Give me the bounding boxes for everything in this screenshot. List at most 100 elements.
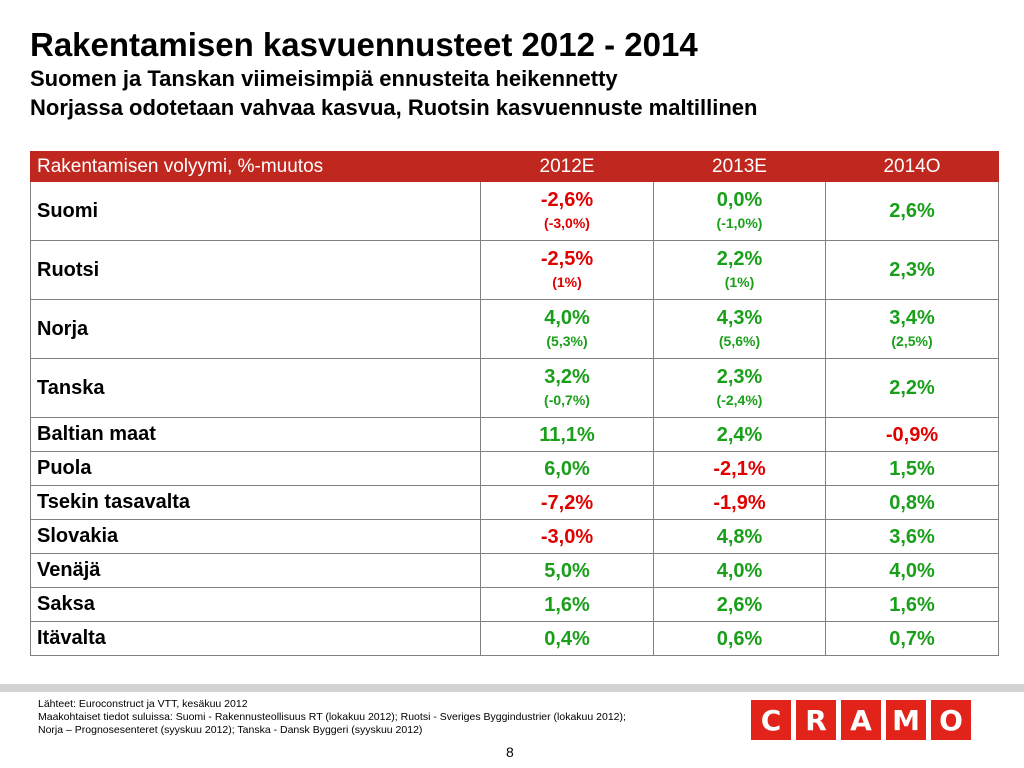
forecast-value: 1,6% (889, 593, 935, 616)
forecast-value: 0,8% (889, 491, 935, 514)
table-row: Baltian maat 11,1% 2,4% -0,9% (30, 417, 999, 452)
previous-forecast: (-1,0%) (716, 215, 763, 231)
value-cell: 3,6% (825, 519, 999, 554)
previous-forecast: (-2,4%) (716, 392, 763, 408)
value-cell: 2,4% (653, 417, 826, 452)
forecast-value: 3,4% (889, 307, 935, 329)
value-cell: 1,6% (825, 587, 999, 622)
previous-forecast: (1%) (552, 274, 582, 290)
logo-letter: O (931, 700, 971, 740)
title-block: Rakentamisen kasvuennusteet 2012 - 2014 … (30, 26, 757, 122)
value-cell: 0,4% (480, 621, 654, 656)
value-cell: 6,0% (480, 451, 654, 486)
table-row: Itävalta 0,4% 0,6% 0,7% (30, 621, 999, 656)
forecast-value: 2,2% (889, 377, 935, 399)
growth-table: Rakentamisen volyymi, %-muutos 2012E 201… (30, 151, 999, 656)
forecast-value: -0,9% (885, 423, 939, 446)
forecast-value: 5,0% (544, 559, 590, 582)
value-cell: 2,2% (1%) (653, 240, 826, 300)
table-header-row: Rakentamisen volyymi, %-muutos 2012E 201… (30, 151, 999, 182)
forecast-value: 0,0% (716, 189, 763, 211)
forecast-value: 4,0% (544, 307, 590, 329)
forecast-value: 3,2% (544, 366, 590, 388)
forecast-value: 1,5% (889, 457, 935, 480)
previous-forecast: (-3,0%) (544, 215, 590, 231)
value-cell: 4,0% (5,3%) (480, 299, 654, 359)
value-cell: 3,4% (2,5%) (825, 299, 999, 359)
value-cell: -7,2% (480, 485, 654, 520)
value-cell: 1,6% (480, 587, 654, 622)
forecast-value: 2,4% (716, 423, 763, 446)
country-cell: Puola (30, 451, 481, 486)
previous-forecast: (-0,7%) (544, 392, 590, 408)
country-cell: Suomi (30, 181, 481, 241)
forecast-value: -7,2% (540, 491, 594, 514)
table-row: Slovakia -3,0% 4,8% 3,6% (30, 519, 999, 554)
table-row: Saksa 1,6% 2,6% 1,6% (30, 587, 999, 622)
forecast-value: -2,5% (540, 248, 594, 270)
forecast-value: 4,3% (716, 307, 763, 329)
forecast-value: 0,4% (544, 627, 590, 650)
previous-forecast: (2,5%) (891, 333, 933, 349)
country-cell: Saksa (30, 587, 481, 622)
country-cell: Slovakia (30, 519, 481, 554)
country-cell: Baltian maat (30, 417, 481, 452)
value-cell: -1,9% (653, 485, 826, 520)
forecast-value: -3,0% (540, 525, 594, 548)
country-cell: Ruotsi (30, 240, 481, 300)
forecast-value: 2,6% (716, 593, 763, 616)
table-row: Tsekin tasavalta -7,2% -1,9% 0,8% (30, 485, 999, 520)
value-cell: -2,1% (653, 451, 826, 486)
forecast-value: 11,1% (539, 423, 595, 446)
header-metric: Rakentamisen volyymi, %-muutos (30, 151, 481, 182)
value-cell: 3,2% (-0,7%) (480, 358, 654, 418)
source-line-3: Norja – Prognosesenteret (syyskuu 2012);… (38, 724, 423, 736)
source-line-1: Lähteet: Euroconstruct ja VTT, kesäkuu 2… (38, 698, 248, 710)
table-row: Puola 6,0% -2,1% 1,5% (30, 451, 999, 486)
country-cell: Tsekin tasavalta (30, 485, 481, 520)
forecast-value: 4,8% (716, 525, 763, 548)
forecast-value: 2,3% (716, 366, 763, 388)
forecast-value: 4,0% (716, 559, 763, 582)
subtitle-2: Norjassa odotetaan vahvaa kasvua, Ruotsi… (30, 95, 758, 120)
header-2012e: 2012E (480, 151, 654, 182)
value-cell: 2,3% (825, 240, 999, 300)
value-cell: -3,0% (480, 519, 654, 554)
logo-letter: R (796, 700, 836, 740)
page-title: Rakentamisen kasvuennusteet 2012 - 2014 (30, 26, 698, 63)
value-cell: 2,3% (-2,4%) (653, 358, 826, 418)
country-cell: Norja (30, 299, 481, 359)
forecast-value: 2,3% (889, 259, 935, 281)
forecast-value: 6,0% (544, 457, 590, 480)
value-cell: 0,6% (653, 621, 826, 656)
forecast-value: 0,6% (716, 627, 763, 650)
forecast-value: 4,0% (889, 559, 935, 582)
header-2013e: 2013E (653, 151, 826, 182)
country-cell: Tanska (30, 358, 481, 418)
value-cell: 4,0% (825, 553, 999, 588)
value-cell: 0,8% (825, 485, 999, 520)
page-number: 8 (506, 744, 514, 760)
previous-forecast: (5,3%) (546, 333, 588, 349)
forecast-value: 0,7% (889, 627, 935, 650)
value-cell: -2,5% (1%) (480, 240, 654, 300)
table-row: Norja 4,0% (5,3%) 4,3% (5,6%) 3,4% (2,5%) (30, 299, 999, 359)
value-cell: 0,0% (-1,0%) (653, 181, 826, 241)
forecast-value: -2,6% (540, 189, 594, 211)
value-cell: 1,5% (825, 451, 999, 486)
logo-letter: A (841, 700, 881, 740)
previous-forecast: (1%) (724, 274, 755, 290)
country-cell: Itävalta (30, 621, 481, 656)
value-cell: 2,2% (825, 358, 999, 418)
table-row: Venäjä 5,0% 4,0% 4,0% (30, 553, 999, 588)
footer-divider (0, 684, 1024, 692)
forecast-value: -1,9% (713, 491, 766, 514)
header-2014o: 2014O (825, 151, 999, 182)
table-row: Tanska 3,2% (-0,7%) 2,3% (-2,4%) 2,2% (30, 358, 999, 418)
value-cell: 5,0% (480, 553, 654, 588)
forecast-value: 2,2% (716, 248, 763, 270)
cramo-logo: C R A M O (751, 700, 971, 740)
forecast-value: 1,6% (544, 593, 590, 616)
country-cell: Venäjä (30, 553, 481, 588)
table-row: Suomi -2,6% (-3,0%) 0,0% (-1,0%) 2,6% (30, 181, 999, 241)
